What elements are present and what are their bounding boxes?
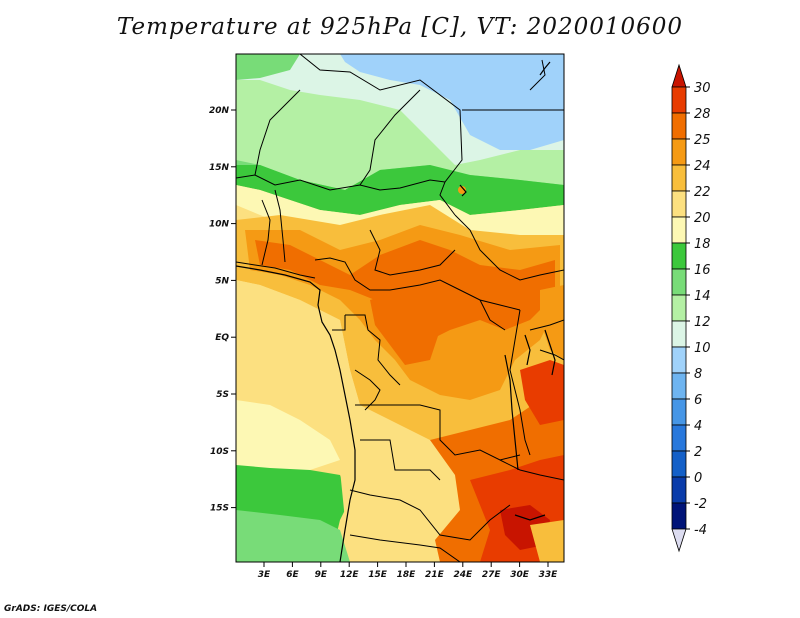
colorbar-segment — [671, 450, 687, 478]
colorbar-label: 16 — [694, 263, 711, 278]
lat-tick-label: EQ — [215, 333, 229, 343]
lon-tick-label: 9E — [315, 570, 328, 580]
lat-tick-label: 15N — [209, 163, 230, 173]
colorbar-label: 0 — [694, 471, 702, 486]
colorbar-label: 2 — [694, 445, 702, 460]
lat-tick-label: 15S — [210, 504, 229, 514]
lat-tick-label: 20N — [209, 106, 230, 116]
colorbar-label: 28 — [694, 107, 711, 122]
lon-tick-label: 6E — [286, 570, 299, 580]
colorbar-segment — [671, 190, 687, 218]
colorbar-segment — [671, 476, 687, 504]
lon-tick-label: 33E — [539, 570, 559, 580]
lat-tick-label: 5N — [215, 276, 229, 286]
lon-tick-label: 24E — [453, 570, 473, 580]
colorbar-label: 18 — [694, 237, 711, 252]
lon-tick-label: 3E — [258, 570, 271, 580]
colorbar-label: 14 — [694, 289, 711, 304]
lon-tick-label: 30E — [510, 570, 530, 580]
country-borders — [236, 54, 564, 562]
colorbar-label: 22 — [694, 185, 711, 200]
colorbar-label: -4 — [694, 523, 707, 538]
colorbar-label: 10 — [694, 341, 711, 356]
colorbar-segment — [671, 138, 687, 166]
colorbar-bottom-arrow — [671, 528, 687, 553]
colorbar-segment — [671, 320, 687, 348]
lon-tick-label: 12E — [340, 570, 360, 580]
lat-tick-label: 10N — [209, 220, 230, 230]
colorbar-segment — [671, 242, 687, 270]
colorbar-label: -2 — [694, 497, 707, 512]
coastlines — [236, 61, 556, 562]
colorbar-segment — [671, 502, 687, 530]
lon-tick-label: 27E — [482, 570, 502, 580]
colorbar-segment — [671, 294, 687, 322]
colorbar-segment — [671, 216, 687, 244]
lon-tick-label: 15E — [368, 570, 388, 580]
colorbar-segment — [671, 164, 687, 192]
colorbar-label: 30 — [694, 81, 711, 96]
colorbar-label: 4 — [694, 419, 702, 434]
map-frame — [235, 53, 565, 563]
colorbar-segment — [671, 398, 687, 426]
colorbar-segment — [671, 372, 687, 400]
lon-tick-label: 18E — [397, 570, 417, 580]
colorbar-segment — [671, 268, 687, 296]
latitude-axis: 20N 15N 10N 5N EQ 5S 10S 15S — [209, 106, 236, 514]
longitude-axis: 3E 6E 9E 12E 15E 18E 21E 24E 27E 30E 33E — [258, 562, 558, 580]
colorbar-segment — [671, 424, 687, 452]
credit-label: GrADS: IGES/COLA — [4, 604, 98, 614]
lat-tick-label: 10S — [210, 447, 229, 457]
colorbar-label: 8 — [694, 367, 702, 382]
colorbar-label: 20 — [694, 211, 711, 226]
colorbar-segment — [671, 112, 687, 140]
colorbar-label: 25 — [694, 133, 711, 148]
colorbar-label: 12 — [694, 315, 711, 330]
colorbar-segment — [671, 346, 687, 374]
lat-tick-label: 5S — [216, 390, 229, 400]
colorbar-segment — [671, 86, 687, 114]
temperature-field — [236, 54, 564, 562]
lon-tick-label: 21E — [425, 570, 445, 580]
map-title: Temperature at 925hPa [C], VT: 202001060… — [116, 14, 684, 40]
colorbar-label: 24 — [694, 159, 711, 174]
colorbar-label: 6 — [694, 393, 702, 408]
colorbar-top-arrow — [671, 63, 687, 88]
